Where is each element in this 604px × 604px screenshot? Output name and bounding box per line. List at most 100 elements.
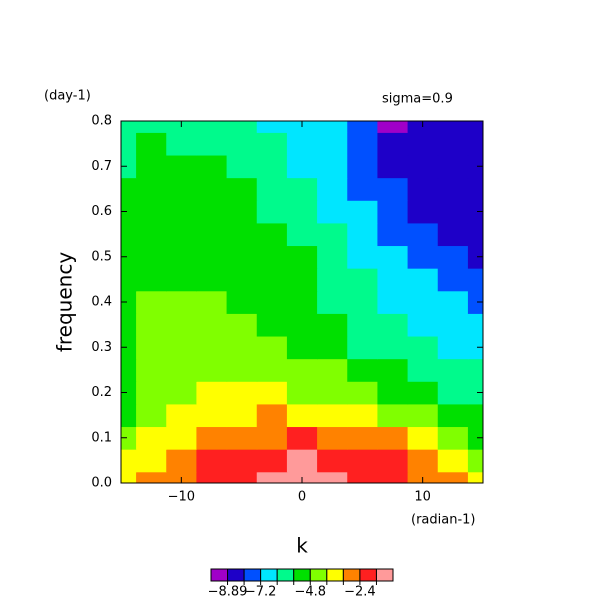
contour-cell xyxy=(196,381,228,405)
contour-cell xyxy=(286,132,318,156)
colorbar-box xyxy=(260,568,278,582)
contour-cell xyxy=(166,222,198,247)
contour-cell xyxy=(286,154,318,179)
contour-cell xyxy=(256,471,288,483)
contour-cell xyxy=(407,358,439,382)
contour-cell xyxy=(286,403,318,428)
contour-cell xyxy=(347,449,379,473)
contour-cell xyxy=(196,222,228,247)
contour-cell xyxy=(256,381,288,405)
contour-cell xyxy=(196,403,228,428)
contour-cell xyxy=(226,381,258,405)
contour-cell xyxy=(317,200,348,224)
contour-cell xyxy=(467,200,483,224)
contour-cell xyxy=(437,132,469,156)
contour-cell xyxy=(317,471,348,483)
contour-cell xyxy=(317,268,348,292)
contour-cell xyxy=(196,177,228,201)
contour-cell xyxy=(256,177,288,201)
contour-cell xyxy=(467,449,483,473)
colorbar-label: −4.8 xyxy=(294,585,326,600)
contour-cell xyxy=(286,245,318,269)
y-tick-label: 0.4 xyxy=(91,295,112,310)
contour-cell xyxy=(377,268,409,292)
y-tick-label: 0.3 xyxy=(91,340,112,355)
contour-cell xyxy=(437,290,469,314)
contour-cell xyxy=(407,200,439,224)
contour-cell xyxy=(256,290,288,314)
contour-cell xyxy=(196,358,228,382)
contour-cell xyxy=(256,449,288,473)
contour-cell xyxy=(377,313,409,337)
colorbar-box xyxy=(227,568,245,582)
colorbar-label: −2.4 xyxy=(344,585,376,600)
contour-cell xyxy=(226,290,258,314)
contour-cell xyxy=(347,426,379,450)
contour-cell xyxy=(121,177,137,201)
contour-cell xyxy=(136,335,167,360)
contour-cell xyxy=(377,358,409,382)
contour-cell xyxy=(121,449,137,473)
contour-cell xyxy=(256,222,288,247)
contour-cell xyxy=(136,290,167,314)
contour-cell xyxy=(437,449,469,473)
contour-cell xyxy=(196,245,228,269)
contour-cell xyxy=(136,121,167,133)
contour-cell xyxy=(121,381,137,405)
contour-cell xyxy=(467,154,483,179)
contour-cell xyxy=(136,449,167,473)
contour-cell xyxy=(121,335,137,360)
contour-cell xyxy=(256,245,288,269)
contour-cell xyxy=(136,471,167,483)
y-tick-label: 0.8 xyxy=(91,114,112,129)
contour-cell xyxy=(256,313,288,337)
contour-cell xyxy=(196,290,228,314)
contour-cell xyxy=(467,471,483,483)
contour-cell xyxy=(121,132,137,156)
contour-cell xyxy=(121,358,137,382)
colorbar-box xyxy=(293,568,311,582)
contour-cell xyxy=(286,268,318,292)
contour-cell xyxy=(136,132,167,156)
y-axis-label: frequency xyxy=(53,252,77,352)
contour-cell xyxy=(136,403,167,428)
contour-cell xyxy=(256,154,288,179)
contour-cell xyxy=(347,121,379,133)
contour-cell xyxy=(437,403,469,428)
contour-cell xyxy=(347,335,379,360)
contour-cell xyxy=(377,245,409,269)
contour-cell xyxy=(166,200,198,224)
contour-cell xyxy=(196,121,228,133)
contour-cell xyxy=(226,200,258,224)
contour-cell xyxy=(136,426,167,450)
contour-cell xyxy=(377,177,409,201)
contour-cell xyxy=(407,245,439,269)
contour-cell xyxy=(407,381,439,405)
contour-cell xyxy=(347,403,379,428)
colorbar-box xyxy=(326,568,344,582)
contour-cell xyxy=(407,335,439,360)
contour-cell xyxy=(377,449,409,473)
x-axis-label: k xyxy=(296,534,308,558)
contour-cell xyxy=(377,471,409,483)
contour-cell xyxy=(377,132,409,156)
contour-cell xyxy=(377,200,409,224)
contour-cell xyxy=(407,290,439,314)
contour-cell xyxy=(256,132,288,156)
y-tick-label: 0.2 xyxy=(91,385,112,400)
contour-cell xyxy=(226,154,258,179)
contour-cell xyxy=(226,358,258,382)
y-tick-label: 0.0 xyxy=(91,476,112,491)
contour-cell xyxy=(166,426,198,450)
contour-cell xyxy=(286,200,318,224)
contour-cell xyxy=(166,381,198,405)
contour-cell xyxy=(226,471,258,483)
contour-cell xyxy=(166,403,198,428)
contour-cell xyxy=(347,290,379,314)
colorbar-box xyxy=(359,568,377,582)
contour-cell xyxy=(467,381,483,405)
colorbar-box xyxy=(342,568,361,582)
contour-cell xyxy=(256,358,288,382)
contour-cell xyxy=(467,403,483,428)
